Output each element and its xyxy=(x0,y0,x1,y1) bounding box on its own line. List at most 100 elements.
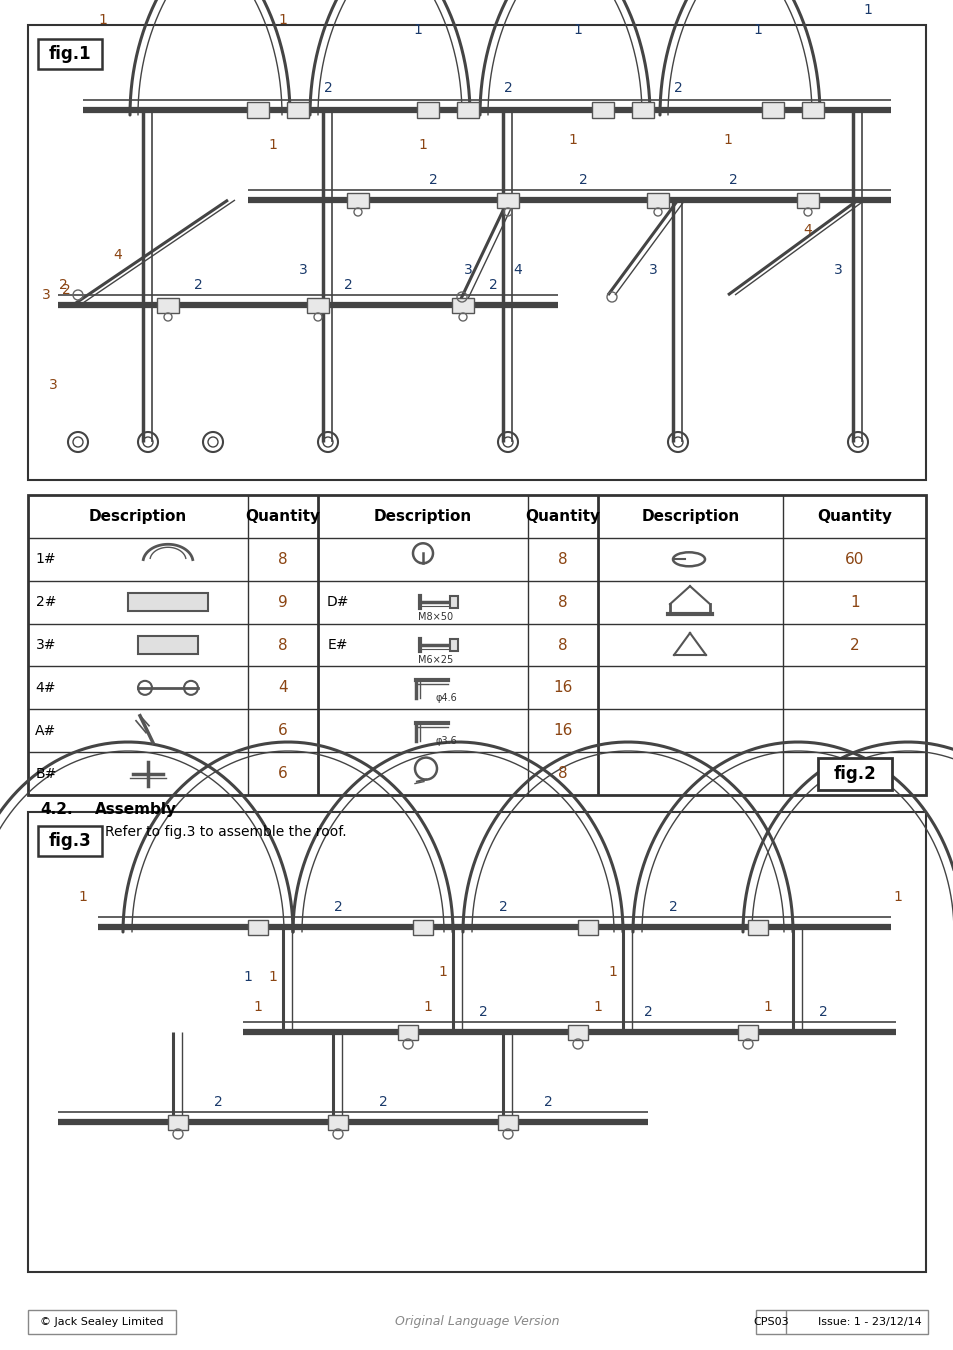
FancyBboxPatch shape xyxy=(168,1115,188,1130)
Text: 4: 4 xyxy=(802,223,812,238)
Text: 2: 2 xyxy=(503,81,512,95)
FancyBboxPatch shape xyxy=(497,193,518,208)
Text: 1: 1 xyxy=(862,3,872,18)
FancyBboxPatch shape xyxy=(796,193,818,208)
Text: 2: 2 xyxy=(334,900,342,914)
Text: 3: 3 xyxy=(648,263,657,277)
Text: 1: 1 xyxy=(269,971,277,984)
Text: 1: 1 xyxy=(414,23,422,36)
Text: Quantity: Quantity xyxy=(525,509,599,524)
Text: 8: 8 xyxy=(558,765,567,782)
Text: 2: 2 xyxy=(193,278,202,292)
Text: 2: 2 xyxy=(343,278,352,292)
FancyBboxPatch shape xyxy=(307,297,329,312)
Text: B#: B# xyxy=(35,767,56,780)
Text: 1#: 1# xyxy=(35,552,56,566)
FancyBboxPatch shape xyxy=(397,1025,417,1040)
Text: 1: 1 xyxy=(568,134,577,147)
Text: 1: 1 xyxy=(78,890,88,905)
Text: fig.1: fig.1 xyxy=(49,45,91,63)
FancyBboxPatch shape xyxy=(247,103,269,117)
Text: Quantity: Quantity xyxy=(816,509,891,524)
Text: 2: 2 xyxy=(62,284,71,297)
Text: 1: 1 xyxy=(253,1000,262,1014)
FancyBboxPatch shape xyxy=(416,103,438,117)
FancyBboxPatch shape xyxy=(747,919,767,934)
Text: 4: 4 xyxy=(513,263,522,277)
Text: 2: 2 xyxy=(213,1095,222,1108)
Text: 2: 2 xyxy=(643,1004,652,1019)
FancyBboxPatch shape xyxy=(157,297,179,312)
Text: 1: 1 xyxy=(278,14,287,27)
Text: 8: 8 xyxy=(558,594,567,610)
FancyBboxPatch shape xyxy=(248,919,268,934)
Text: 2: 2 xyxy=(543,1095,552,1108)
Text: 9: 9 xyxy=(278,594,288,610)
Text: 1: 1 xyxy=(98,14,108,27)
Text: 3: 3 xyxy=(833,263,841,277)
Text: 2: 2 xyxy=(849,637,859,652)
Text: 1: 1 xyxy=(762,1000,772,1014)
Text: fig.2: fig.2 xyxy=(833,764,876,783)
Text: 3: 3 xyxy=(298,263,307,277)
FancyBboxPatch shape xyxy=(38,826,102,856)
Text: 2: 2 xyxy=(488,278,497,292)
Text: 1: 1 xyxy=(269,138,277,153)
Text: E#: E# xyxy=(328,639,348,652)
Text: 2: 2 xyxy=(818,1004,826,1019)
Text: 1: 1 xyxy=(893,890,902,905)
Text: 2#: 2# xyxy=(35,595,56,609)
FancyBboxPatch shape xyxy=(456,103,478,117)
Text: A#: A# xyxy=(35,724,56,737)
Text: 2: 2 xyxy=(58,278,68,292)
Text: 3: 3 xyxy=(49,378,57,392)
Text: Description: Description xyxy=(640,509,739,524)
Text: 60: 60 xyxy=(844,552,863,567)
FancyBboxPatch shape xyxy=(567,1025,587,1040)
Text: 1: 1 xyxy=(722,134,732,147)
Text: φ4.6: φ4.6 xyxy=(436,693,457,703)
Text: 1: 1 xyxy=(438,965,447,979)
FancyBboxPatch shape xyxy=(450,639,457,651)
Text: Original Language Version: Original Language Version xyxy=(395,1315,558,1328)
FancyBboxPatch shape xyxy=(761,103,783,117)
Text: 4.2.: 4.2. xyxy=(40,802,72,817)
Text: 8: 8 xyxy=(558,637,567,652)
FancyBboxPatch shape xyxy=(452,297,474,312)
FancyBboxPatch shape xyxy=(28,811,925,1272)
FancyBboxPatch shape xyxy=(347,193,369,208)
FancyBboxPatch shape xyxy=(328,1115,348,1130)
FancyBboxPatch shape xyxy=(801,103,823,117)
Text: 6: 6 xyxy=(278,765,288,782)
FancyBboxPatch shape xyxy=(497,1115,517,1130)
Text: M8×50: M8×50 xyxy=(418,612,453,622)
Text: 1: 1 xyxy=(243,971,253,984)
Text: 16: 16 xyxy=(553,724,572,738)
FancyBboxPatch shape xyxy=(738,1025,758,1040)
Text: Refer to fig.3 to assemble the roof.: Refer to fig.3 to assemble the roof. xyxy=(105,825,346,838)
FancyBboxPatch shape xyxy=(755,1310,927,1334)
FancyBboxPatch shape xyxy=(817,757,891,790)
FancyBboxPatch shape xyxy=(138,636,198,653)
FancyBboxPatch shape xyxy=(413,919,433,934)
FancyBboxPatch shape xyxy=(28,495,925,795)
Text: D#: D# xyxy=(327,595,349,609)
Text: φ3.6: φ3.6 xyxy=(436,736,457,745)
Text: Issue: 1 - 23/12/14: Issue: 1 - 23/12/14 xyxy=(818,1318,921,1327)
FancyBboxPatch shape xyxy=(578,919,598,934)
Text: M6×25: M6×25 xyxy=(418,655,453,666)
Text: CPS03: CPS03 xyxy=(753,1318,788,1327)
Text: 2: 2 xyxy=(668,900,677,914)
Text: 1: 1 xyxy=(753,23,761,36)
Text: 1: 1 xyxy=(593,1000,601,1014)
FancyBboxPatch shape xyxy=(28,1310,175,1334)
Text: 1: 1 xyxy=(608,965,617,979)
Text: 3: 3 xyxy=(42,288,51,302)
Text: 1: 1 xyxy=(849,594,859,610)
Text: 2: 2 xyxy=(323,81,332,95)
FancyBboxPatch shape xyxy=(287,103,309,117)
Text: 8: 8 xyxy=(558,552,567,567)
FancyBboxPatch shape xyxy=(450,597,457,608)
Text: 2: 2 xyxy=(578,173,587,188)
Text: fig.3: fig.3 xyxy=(49,832,91,850)
